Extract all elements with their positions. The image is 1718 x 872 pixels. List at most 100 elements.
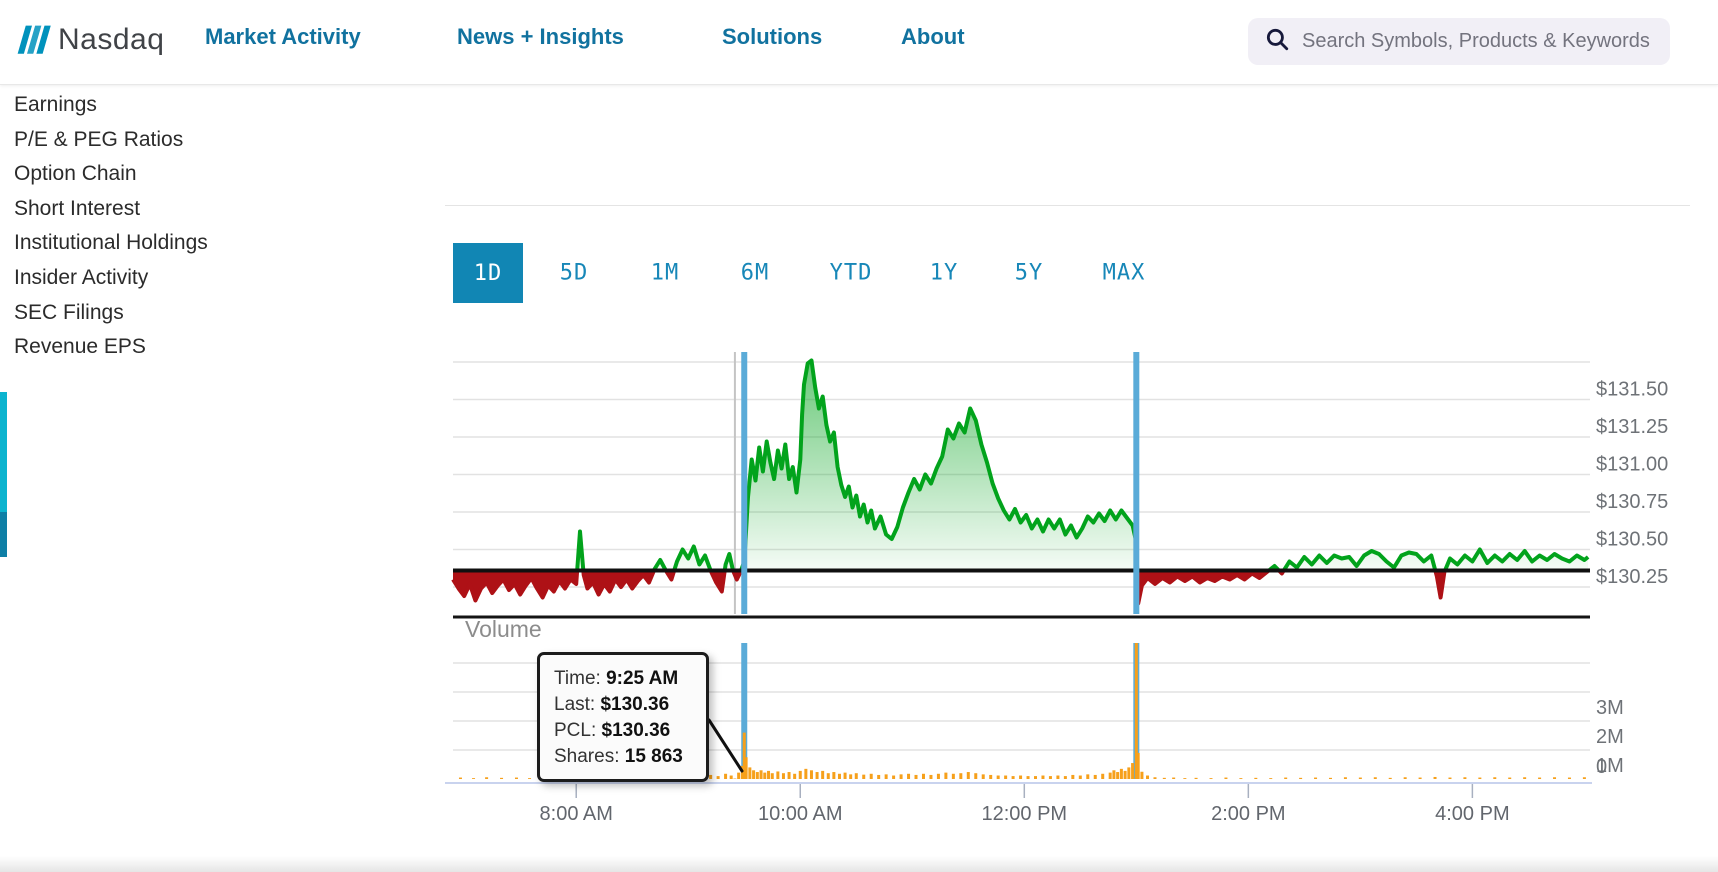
volume-bar: [862, 774, 866, 779]
volume-bar: [759, 770, 763, 779]
volume-bar: [974, 773, 978, 779]
range-button-5d[interactable]: 5D: [559, 260, 589, 286]
range-button-5y[interactable]: 5Y: [1014, 260, 1044, 286]
price-line-down: [451, 570, 1448, 606]
volume-bar: [1508, 777, 1512, 779]
volume-bar: [1254, 777, 1258, 779]
volume-bar: [729, 775, 733, 779]
x-axis-label: 12:00 PM: [981, 803, 1067, 825]
nasdaq-wordmark: Nasdaq: [58, 23, 165, 56]
volume-bar: [1112, 770, 1116, 779]
volume-bar: [1194, 777, 1198, 779]
volume-bar: [1239, 778, 1243, 779]
volume-bar: [1116, 772, 1120, 779]
volume-bar: [528, 778, 532, 779]
volume-bar: [815, 772, 819, 779]
volume-axis-label: 3M: [1596, 697, 1624, 719]
nav-news-insights[interactable]: News + Insights: [457, 24, 624, 49]
price-axis-label: $130.50: [1596, 529, 1668, 551]
range-button-6m[interactable]: 6M: [740, 260, 770, 286]
nav-market-activity[interactable]: Market Activity: [205, 24, 361, 49]
volume-bar: [1136, 752, 1140, 779]
tooltip-callout-line: [707, 718, 744, 773]
x-axis-label: 4:00 PM: [1435, 803, 1509, 825]
sidebar-item-sec-filings[interactable]: SEC Filings: [14, 300, 124, 324]
volume-bar: [744, 757, 748, 779]
sidebar-item-institutional-holdings[interactable]: Institutional Holdings: [14, 231, 208, 255]
search-box[interactable]: [1248, 18, 1670, 65]
volume-bar: [1478, 777, 1482, 779]
volume-bar: [1418, 777, 1422, 779]
range-button-ytd[interactable]: YTD: [829, 260, 873, 286]
volume-bar: [1328, 777, 1332, 779]
volume-bar: [1269, 778, 1273, 779]
volume-bar: [1123, 770, 1127, 779]
volume-bar: [1041, 775, 1045, 779]
volume-bar: [1209, 778, 1213, 779]
volume-bar: [936, 773, 940, 779]
price-axis-label: $131.50: [1596, 379, 1668, 401]
volume-bar: [1019, 775, 1023, 779]
volume-bar: [907, 773, 911, 779]
volume-bar: [1011, 776, 1015, 779]
sidebar-item-short-interest[interactable]: Short Interest: [14, 196, 141, 220]
volume-bar: [929, 774, 933, 779]
session-line: [741, 643, 748, 779]
volume-bar: [1172, 777, 1176, 779]
volume-axis-label: 2M: [1596, 726, 1624, 748]
sidebar-item-earnings[interactable]: Earnings: [14, 93, 97, 116]
sidebar-item-option-chain[interactable]: Option Chain: [14, 162, 137, 186]
volume-bar: [485, 777, 489, 779]
volume-bar: [752, 770, 756, 779]
volume-bar: [1183, 778, 1187, 779]
nav-solutions[interactable]: Solutions: [722, 24, 823, 49]
volume-bar: [724, 773, 728, 779]
volume-bar: [1299, 777, 1303, 779]
volume-bar: [1034, 776, 1038, 779]
range-button-1d[interactable]: 1D: [453, 243, 523, 303]
scroll-accent-cyan: [0, 392, 7, 512]
volume-bar: [877, 774, 881, 779]
scroll-accent-blue: [0, 512, 7, 557]
range-button-1y[interactable]: 1Y: [929, 260, 959, 286]
sidebar-item-insider-activity[interactable]: Insider Activity: [14, 265, 149, 289]
volume-bar: [755, 772, 759, 779]
volume-bar: [770, 773, 774, 779]
volume-bar: [1048, 776, 1052, 779]
volume-bar: [1127, 767, 1131, 779]
nasdaq-logo[interactable]: Nasdaq: [12, 20, 164, 60]
search-input[interactable]: [1300, 29, 1664, 54]
volume-bar: [1224, 777, 1228, 779]
session-line: [1133, 352, 1140, 614]
volume-bar: [944, 772, 948, 779]
session-line: [741, 352, 748, 614]
volume-bar: [837, 773, 841, 779]
volume-bar: [458, 777, 462, 779]
volume-bar: [1162, 777, 1166, 779]
volume-bar: [787, 772, 791, 779]
price-axis-label: $130.25: [1596, 566, 1668, 588]
volume-bar: [1146, 775, 1150, 779]
volume-bar: [748, 767, 752, 779]
sidebar-item-pe-peg-ratios[interactable]: P/E & PEG Ratios: [14, 127, 184, 151]
nav-about[interactable]: About: [901, 24, 965, 49]
volume-bar: [1140, 771, 1144, 779]
volume-bar: [1343, 777, 1347, 779]
chart-hover-tooltip: Time: 9:25 AM Last: $130.36 PCL: $130.36…: [537, 652, 709, 782]
volume-bar: [1433, 776, 1437, 779]
range-button-max[interactable]: MAX: [1102, 260, 1146, 286]
volume-bar: [821, 770, 825, 779]
volume-bar: [1388, 777, 1392, 779]
volume-bar: [1538, 777, 1542, 779]
volume-bar: [1314, 777, 1318, 779]
volume-bar: [1101, 773, 1105, 779]
range-button-1m[interactable]: 1M: [650, 260, 680, 286]
volume-bar: [1078, 775, 1082, 779]
price-axis-label: $130.75: [1596, 491, 1668, 513]
volume-bar: [1553, 777, 1557, 779]
volume-bar: [951, 773, 955, 779]
sidebar-item-revenue-eps[interactable]: Revenue EPS: [14, 335, 146, 359]
tooltip-shares-row: Shares: 15 863: [554, 746, 683, 767]
volume-bar: [776, 771, 780, 779]
